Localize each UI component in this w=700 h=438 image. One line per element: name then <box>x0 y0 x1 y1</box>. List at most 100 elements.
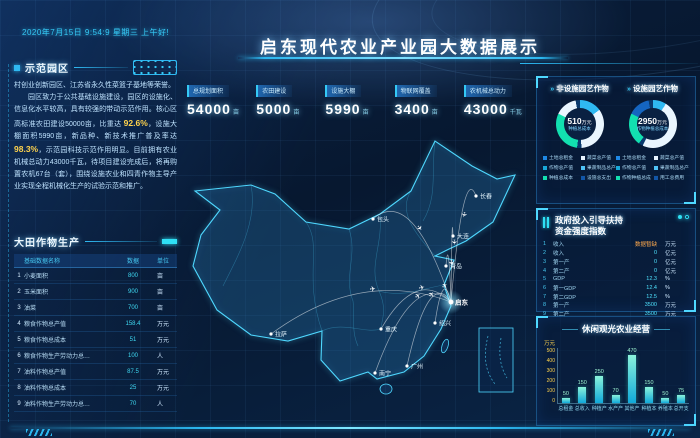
paragraph-1: 村创业创新园区、江苏省永久性菜篮子基地等荣誉。 <box>14 82 175 89</box>
table-row: 1 小麦面积 800 亩 <box>14 268 177 284</box>
stat-value: 3400 亩 <box>394 101 438 117</box>
cell-unit: % <box>665 284 670 291</box>
stat-unit: 亩 <box>362 110 369 116</box>
plane-icon: ✈ <box>450 239 457 245</box>
map-city-dot <box>451 234 455 238</box>
cell-unit: 亩 <box>157 306 164 312</box>
donut-value: 510万元 <box>567 116 592 126</box>
cell-value: 158.4 <box>125 320 141 327</box>
cell-unit: 亿元 <box>665 268 677 275</box>
table-row: 3 油菜 700 亩 <box>14 300 177 316</box>
legend-item: 蔬菜总产值 <box>581 154 616 161</box>
cell-unit: 万元 <box>157 386 170 392</box>
map-city-label: 大连 <box>457 233 469 241</box>
cell-value: 25 <box>129 384 137 391</box>
stat-label: 农机械总动力 <box>463 84 512 97</box>
map-city-dot <box>371 217 375 221</box>
legend-item: 作物总产值 <box>616 164 651 171</box>
cell-value: 3500 <box>644 302 657 309</box>
cell-value: 0 <box>653 250 657 257</box>
stat-card-greenhouse: 设施大棚 5990 亩 <box>325 80 390 117</box>
map-city-label: 重庆 <box>385 326 397 334</box>
text-segment: 园区致力于公共基础设施建设，园区的设施化、信息化水平较高，具有较强的带动示范作用… <box>14 93 177 128</box>
taiwan-island <box>441 338 449 354</box>
donut-caption: 作物种植总成本 <box>636 126 669 131</box>
cell-name: 粮食作物生产劳动力总… <box>24 354 91 360</box>
stat-value: 5990 亩 <box>325 101 369 117</box>
demo-park-title: 示范园区 <box>25 64 69 75</box>
map-city-label: 长春 <box>480 193 492 201</box>
cell-name: 第二产 <box>553 268 570 275</box>
tab-chip-decoration <box>162 239 177 244</box>
cell-name: 油料作物生产劳动力总… <box>24 402 91 408</box>
legend-item: 种植总成本 <box>543 174 578 181</box>
table-row: 7 油料作物总产值 87.5 万元 <box>14 364 177 380</box>
dots-decoration-icon <box>133 60 177 75</box>
map-city-label: 启东 <box>455 298 469 307</box>
legend-item: 作物总产值 <box>543 164 578 171</box>
cell-unit: 人 <box>157 354 164 360</box>
cell-value: 51 <box>129 336 137 343</box>
map-city-label: 绍兴 <box>439 320 451 328</box>
legend-swatch <box>654 155 658 160</box>
legend-swatch <box>616 165 620 170</box>
x-tick: 总开支 <box>673 406 689 412</box>
stat-card-machinery: 农机械总动力 43000 千瓦 <box>463 80 529 117</box>
demo-park-panel: 示范园区 村创业创新园区、江苏省永久性菜篮子基地等荣誉。 园区致力于公共基础设施… <box>8 60 177 422</box>
table-row: 8 第一产 3500 万元 <box>543 301 689 310</box>
facility-donut-chart: 2950万元 作物种植总成本 <box>628 100 677 148</box>
legend-swatch <box>654 175 658 180</box>
cell-no: 9 <box>17 400 21 407</box>
y-axis-ticks: 500 400 300 200 100 0 <box>543 348 557 404</box>
hatch-decoration <box>26 429 52 436</box>
cell-no: 2 <box>543 250 547 257</box>
plane-icon: ✈ <box>441 282 450 291</box>
cell-value: 3500 <box>644 310 657 317</box>
field-crops-header: 大田作物生产 <box>14 234 177 249</box>
stat-label: 总规划面积 <box>187 84 230 97</box>
map-city-dot <box>444 264 448 268</box>
non-facility-donut-chart: 510万元 种植总成本 <box>555 100 604 148</box>
bar-value: 50 <box>562 390 569 397</box>
cell-value: 0 <box>653 258 657 265</box>
cell-value: 800 <box>127 272 138 279</box>
cell-name: 第一产 <box>553 303 570 310</box>
cell-name: 油料作物总成本 <box>24 386 67 392</box>
bar <box>677 394 686 403</box>
datetime-text: 2020年7月15日 9:54:9 星期三 上午好! <box>22 28 170 37</box>
x-tick: 种植本 <box>641 406 657 412</box>
x-tick: 种植产 <box>591 406 607 412</box>
map-city-dot <box>379 327 383 331</box>
right-column: » 非设施园艺作物 510万元 种植总成本 土地总租金 蔬菜总产值 作物总产值 果蔬制品… <box>536 76 696 426</box>
donut-value: 2950万元 <box>638 116 667 126</box>
stat-unit: 千瓦 <box>509 110 522 116</box>
field-crops-title: 大田作物生产 <box>14 238 80 249</box>
bar-column: 150 种植本 <box>641 348 656 412</box>
cell-value: 0 <box>653 267 657 274</box>
cell-no: 9 <box>543 310 547 317</box>
map-city-label: 南宁 <box>379 370 391 378</box>
cell-no: 4 <box>543 267 547 274</box>
cell-name: 第二产 <box>553 311 570 318</box>
legend-swatch <box>543 155 547 160</box>
cell-value: 12.3 <box>646 276 657 283</box>
table-row: 2 玉米面积 900 亩 <box>14 284 177 300</box>
hainan-island <box>379 383 393 395</box>
bar-value: 70 <box>612 388 619 395</box>
y-tick: 500 <box>546 348 555 354</box>
cell-no: 3 <box>543 258 547 265</box>
legend-item: 果蔬制品总产值 <box>654 164 689 171</box>
header-line <box>74 67 128 68</box>
facility-crops-block: » 设施园艺作物 2950万元 作物种植总成本 土地总租金 蔬菜总产值 作物总产值 果蔬… <box>616 83 689 197</box>
flight-arc <box>270 290 452 335</box>
hatch-decoration <box>648 429 674 436</box>
stat-card-iot: 物联网覆盖 3400 亩 <box>394 80 460 117</box>
cell-unit: 万元 <box>157 370 170 376</box>
y-tick: 400 <box>546 358 555 364</box>
bar-column: 70 水产产 <box>608 348 623 412</box>
footer-divider <box>10 427 690 429</box>
stat-unit: 亩 <box>293 110 300 116</box>
legend-swatch <box>616 175 620 180</box>
government-panel-header: 政府投入引导扶持 资金强度指数 <box>543 215 689 237</box>
